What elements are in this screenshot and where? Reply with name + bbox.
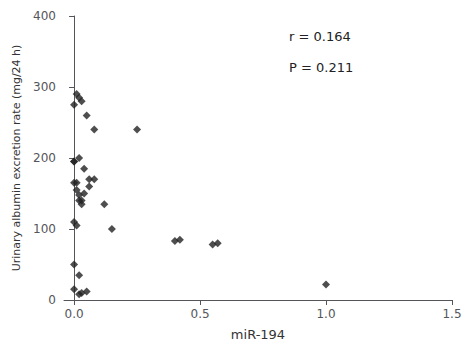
svg-text:1.0: 1.0 xyxy=(316,307,335,321)
svg-text:0.0: 0.0 xyxy=(65,307,84,321)
svg-text:Urinary albumin excretion rate: Urinary albumin excretion rate (mg/24 h) xyxy=(10,45,23,272)
svg-text:miR-194: miR-194 xyxy=(231,327,285,342)
svg-text:400: 400 xyxy=(33,9,56,23)
svg-text:300: 300 xyxy=(33,80,56,94)
svg-text:P = 0.211: P = 0.211 xyxy=(289,60,353,75)
svg-text:200: 200 xyxy=(33,151,56,165)
svg-text:0.5: 0.5 xyxy=(191,307,210,321)
svg-text:0: 0 xyxy=(48,293,56,307)
svg-text:100: 100 xyxy=(33,222,56,236)
svg-text:1.5: 1.5 xyxy=(442,307,461,321)
svg-text:r = 0.164: r = 0.164 xyxy=(289,29,351,44)
